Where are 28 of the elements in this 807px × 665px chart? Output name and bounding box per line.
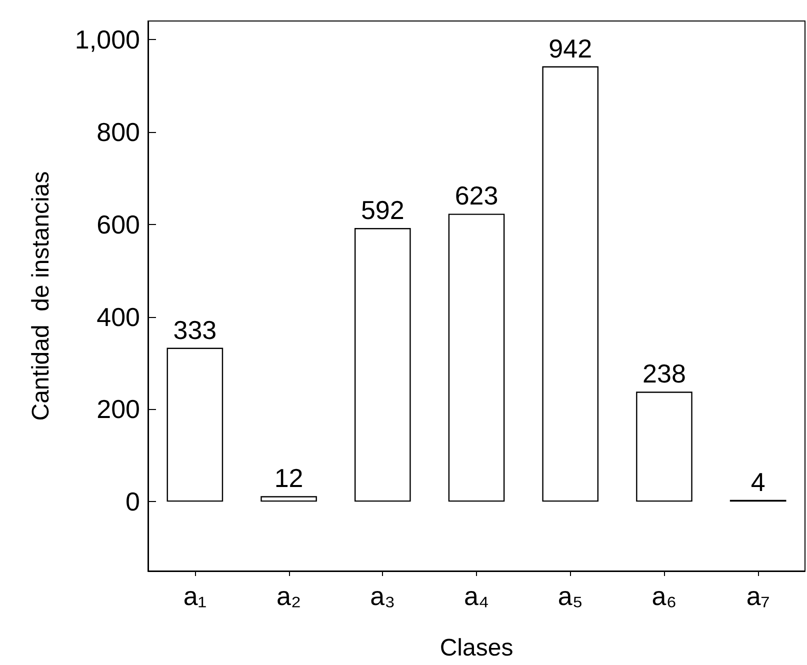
bar — [542, 66, 599, 502]
x-tick-label: a₄ — [464, 581, 490, 611]
bar — [448, 214, 505, 502]
y-tick-label: 0 — [126, 486, 140, 517]
bar — [166, 348, 224, 502]
x-tick-label: a₇ — [746, 581, 770, 611]
y-tick-label: 800 — [96, 116, 140, 147]
x-tick-label: a₆ — [652, 581, 677, 611]
data-label: 4 — [750, 466, 766, 497]
y-tick-label: 200 — [96, 394, 140, 424]
bar — [260, 496, 317, 502]
data-label: 592 — [360, 195, 404, 226]
data-label: 333 — [173, 314, 217, 345]
data-label: 623 — [454, 180, 498, 211]
data-label: 238 — [642, 358, 686, 389]
x-tick-label: a₃ — [370, 581, 396, 611]
bar — [354, 228, 411, 502]
x-tick-label: a₁ — [183, 581, 207, 611]
data-label: 942 — [548, 33, 592, 64]
x-tick-label: a₂ — [276, 581, 302, 611]
bar — [636, 392, 692, 502]
y-tick-label: 400 — [96, 302, 140, 332]
x-axis-title: Clases — [440, 634, 514, 662]
y-tick-label: 1,000 — [74, 24, 140, 54]
data-label: 12 — [274, 463, 304, 494]
y-axis-title: Cantidad de instancias — [28, 171, 54, 421]
x-tick-label: a₅ — [558, 581, 583, 611]
y-tick-label: 600 — [96, 209, 140, 240]
